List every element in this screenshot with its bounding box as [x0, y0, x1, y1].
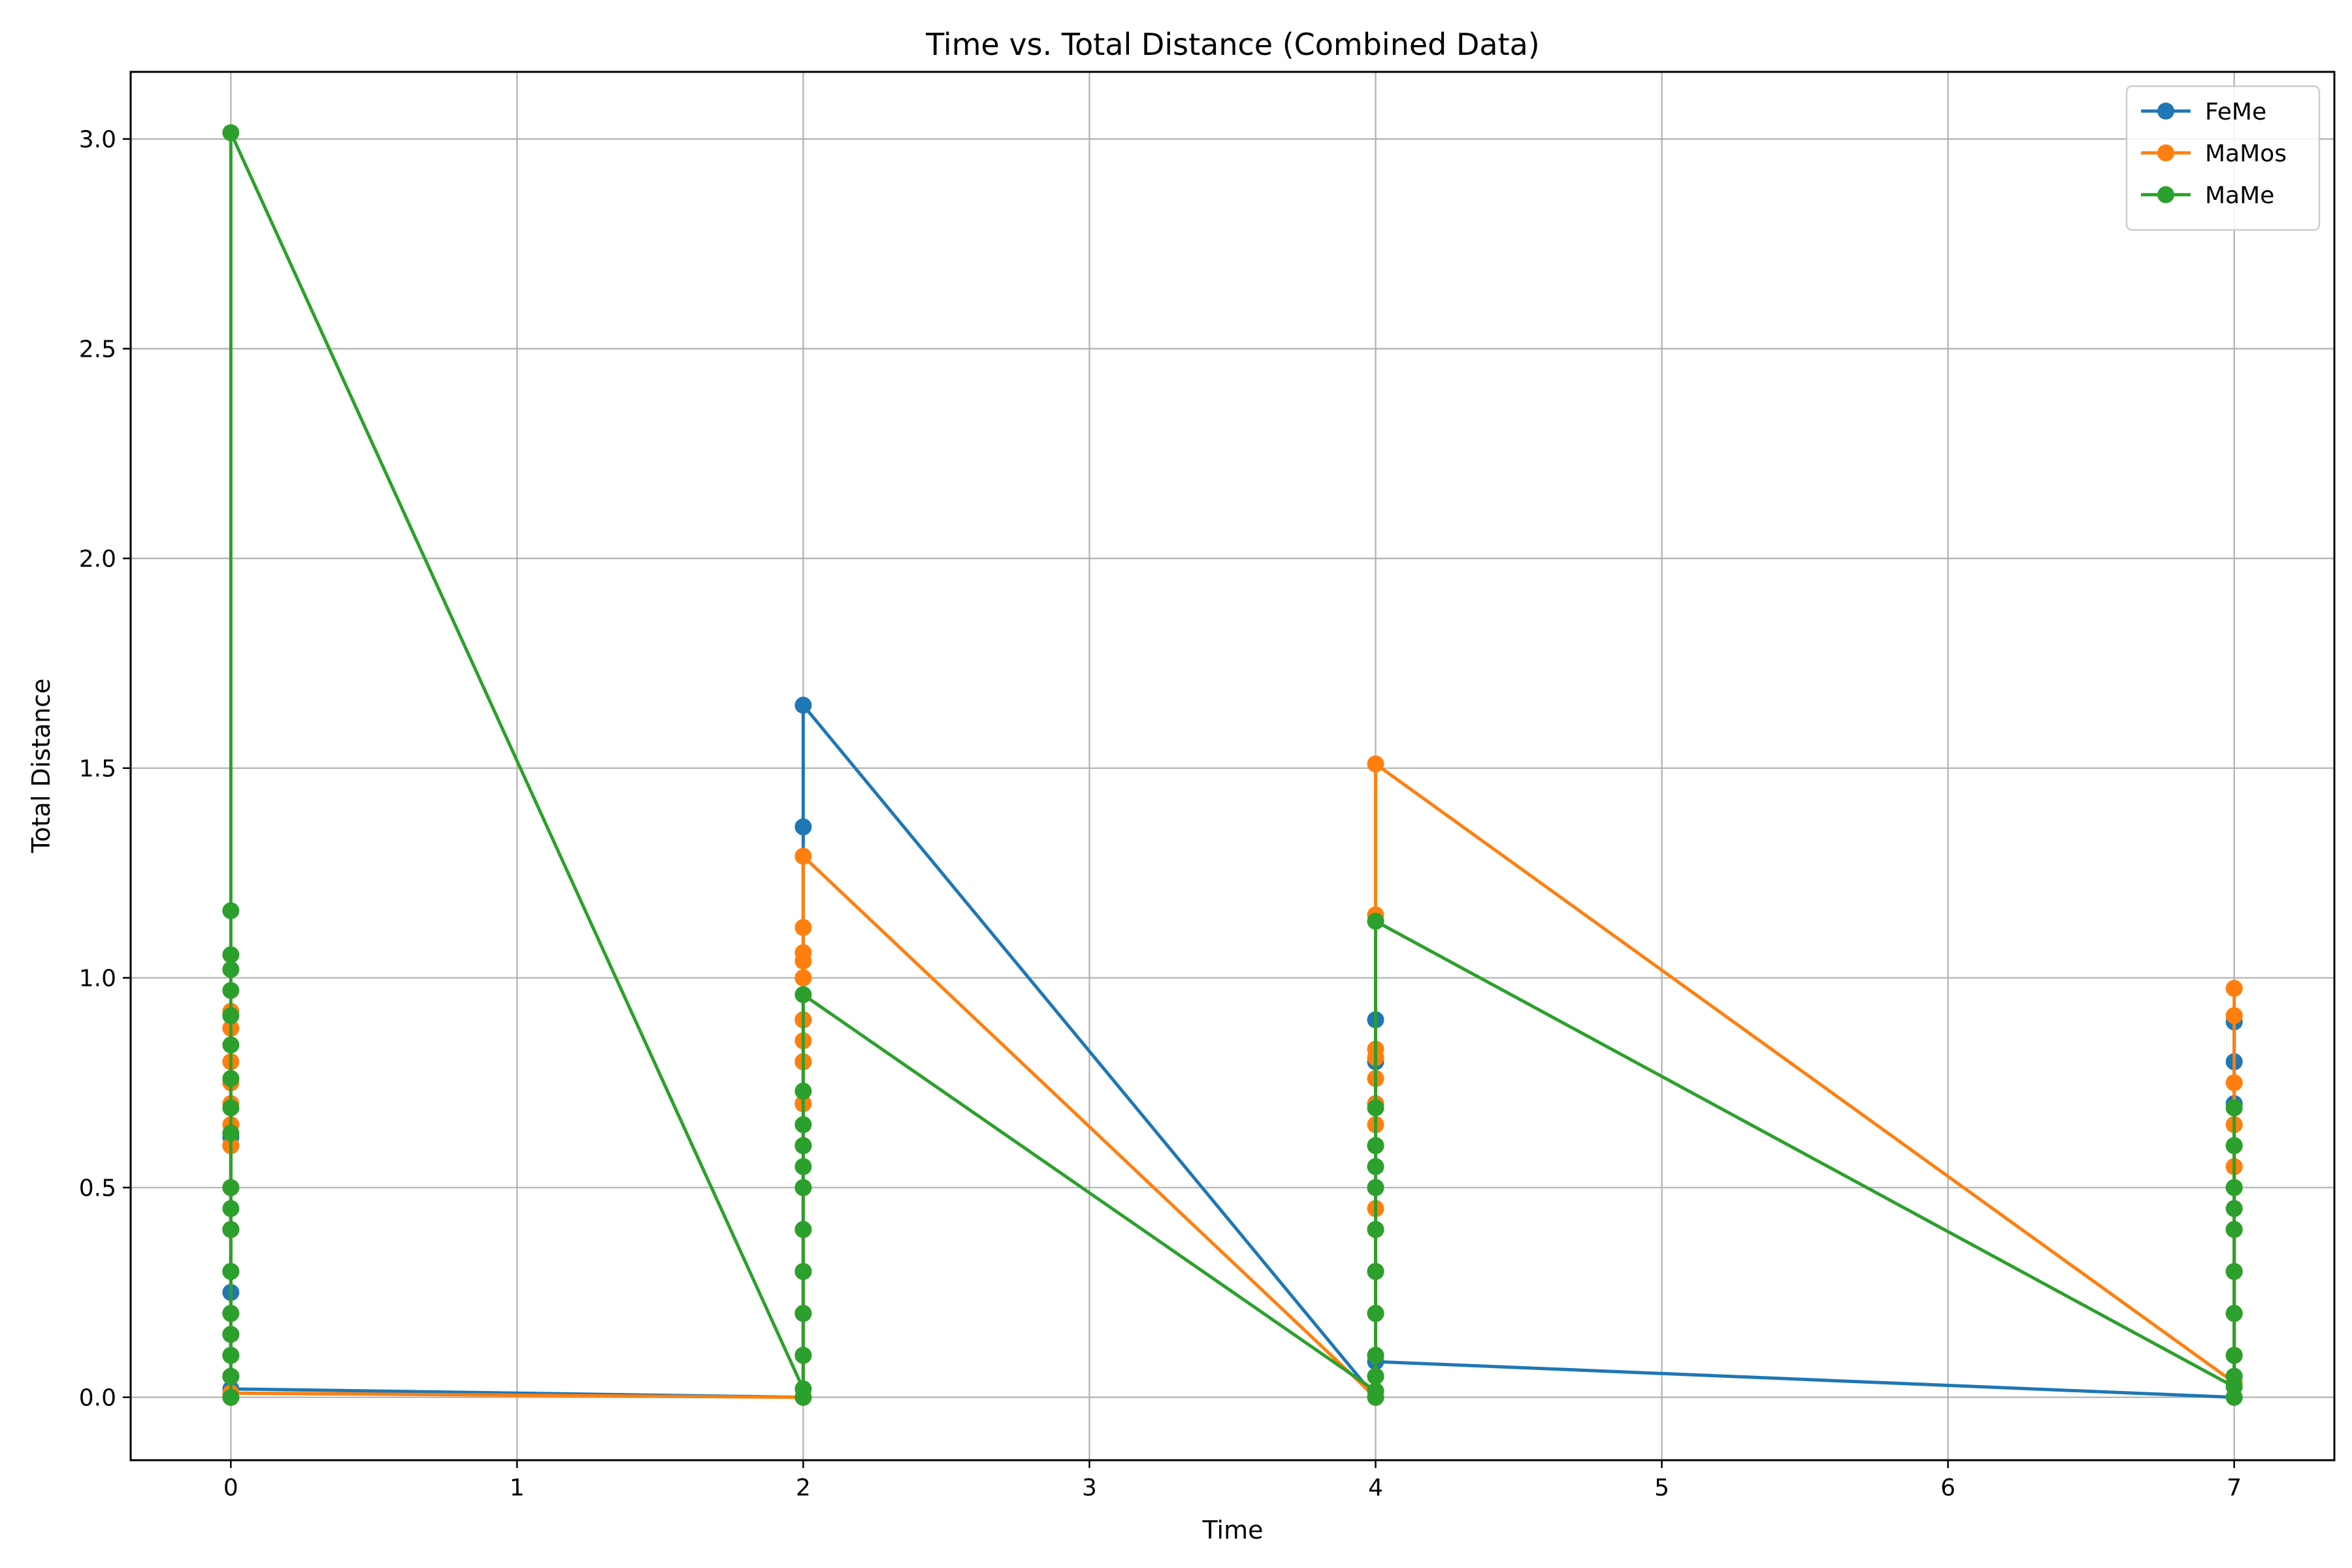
y-tick-label: 0.0 — [79, 1385, 116, 1412]
y-tick-label: 1.0 — [79, 966, 116, 992]
data-point — [1367, 1099, 1384, 1117]
data-point — [222, 124, 240, 142]
data-point — [1367, 1305, 1384, 1322]
data-point — [2225, 979, 2243, 997]
data-point — [1367, 1137, 1384, 1154]
legend-label: MaMos — [2205, 140, 2287, 167]
data-point — [2225, 1074, 2243, 1092]
data-point — [1367, 1263, 1384, 1281]
plot-frame — [129, 71, 2336, 1462]
x-tick-label: 3 — [1082, 1475, 1097, 1501]
legend-entry: MaMos — [2141, 140, 2287, 167]
data-point — [794, 696, 812, 714]
x-tick-label: 6 — [1940, 1475, 1955, 1501]
x-tick-label: 5 — [1654, 1475, 1669, 1501]
data-point — [794, 1116, 812, 1134]
data-point — [794, 847, 812, 865]
data-point — [794, 1305, 812, 1322]
data-point — [222, 1179, 240, 1196]
y-tick-label: 2.5 — [79, 336, 116, 363]
chart-title: Time vs. Total Distance (Combined Data) — [925, 27, 1540, 62]
data-point — [794, 944, 812, 962]
legend-marker — [2157, 103, 2174, 120]
data-point — [794, 1083, 812, 1100]
x-tick-label: 4 — [1368, 1475, 1383, 1501]
data-point — [222, 1124, 240, 1142]
data-point — [222, 1007, 240, 1024]
data-point — [794, 1388, 812, 1406]
data-point — [222, 1070, 240, 1087]
data-point — [222, 1099, 240, 1117]
data-point — [1367, 1220, 1384, 1238]
data-point — [222, 1367, 240, 1385]
data-point — [794, 1347, 812, 1364]
x-tick-label: 0 — [223, 1475, 238, 1501]
data-point — [222, 960, 240, 978]
data-point — [2225, 1179, 2243, 1196]
data-point — [2225, 1007, 2243, 1024]
data-point — [222, 902, 240, 919]
data-point — [794, 1179, 812, 1196]
data-point — [1367, 1158, 1384, 1175]
data-point — [2225, 1220, 2243, 1238]
data-point — [222, 946, 240, 964]
data-point — [222, 1305, 240, 1322]
y-tick-label: 0.5 — [79, 1175, 116, 1202]
data-point — [794, 986, 812, 1004]
y-tick-label: 3.0 — [79, 127, 116, 154]
legend-marker — [2157, 186, 2174, 203]
data-point — [2225, 1099, 2243, 1117]
y-tick-label: 2.0 — [79, 546, 116, 573]
data-point — [794, 1158, 812, 1175]
data-point — [222, 1326, 240, 1343]
data-point — [2225, 1367, 2243, 1385]
data-point — [2225, 1388, 2243, 1406]
data-point — [794, 969, 812, 987]
plot-series — [222, 124, 2243, 1406]
legend-marker — [2157, 144, 2174, 161]
x-tick-label: 1 — [510, 1475, 525, 1501]
x-tick-label: 7 — [2227, 1475, 2242, 1501]
legend-entry: MaMe — [2141, 182, 2274, 209]
data-point — [2225, 1200, 2243, 1217]
x-tick-label: 2 — [796, 1475, 811, 1501]
data-point — [222, 1388, 240, 1406]
legend-label: FeMe — [2205, 99, 2266, 125]
data-point — [794, 1137, 812, 1154]
data-point — [1367, 1347, 1384, 1364]
y-tick-label: 1.5 — [79, 756, 116, 783]
data-point — [2225, 1305, 2243, 1322]
data-point — [1367, 1388, 1384, 1406]
legend-label: MaMe — [2205, 182, 2274, 209]
x-axis-label: Time — [1202, 1516, 1264, 1544]
data-point — [794, 1263, 812, 1281]
data-point — [222, 1220, 240, 1238]
legend: FeMe MaMos MaMe — [2125, 85, 2321, 231]
data-point — [222, 981, 240, 999]
data-point — [2225, 1263, 2243, 1281]
data-point — [1367, 755, 1384, 773]
data-point — [2225, 1347, 2243, 1364]
data-point — [794, 1220, 812, 1238]
data-point — [1367, 1367, 1384, 1385]
data-point — [222, 1200, 240, 1217]
data-point — [222, 1036, 240, 1054]
data-point — [2225, 1137, 2243, 1154]
legend-entry: FeMe — [2141, 99, 2266, 125]
data-point — [222, 1263, 240, 1281]
data-point — [222, 1347, 240, 1364]
data-point — [794, 818, 812, 836]
data-point — [1367, 913, 1384, 930]
axis-ticks: 0 1 2 3 4 5 6 7 0.0 0.5 1.0 1.5 2.0 2.5 3.0 — [79, 127, 2242, 1501]
y-axis-label: Total Distance — [27, 679, 56, 854]
series-MaMe — [222, 124, 2243, 1406]
data-point — [1367, 1179, 1384, 1196]
data-point — [794, 919, 812, 936]
